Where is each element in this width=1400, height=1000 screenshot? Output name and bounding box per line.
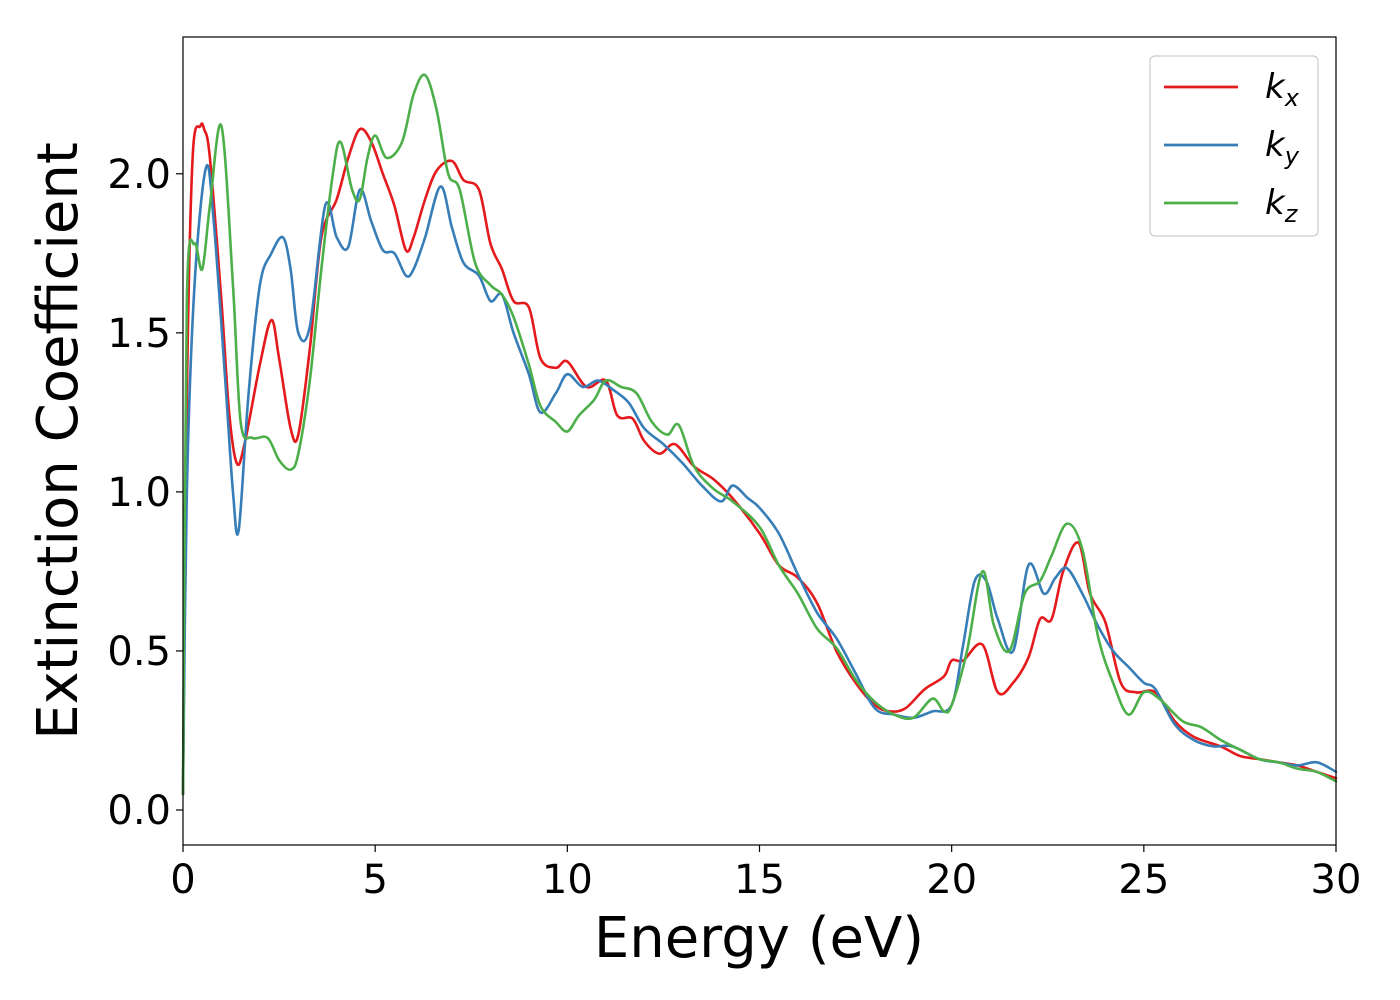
legend-label: kz: [1265, 183, 1299, 228]
x-tick-label: 30: [1311, 857, 1362, 903]
series-line-k-z: [181, 73, 1338, 796]
legend-entry-k-y: ky: [1164, 125, 1300, 170]
legend-label: ky: [1265, 125, 1300, 170]
x-axis-title: Energy (eV): [594, 906, 924, 971]
y-tick-label: 1.5: [107, 311, 171, 357]
y-tick-label: 0.0: [107, 788, 171, 834]
y-tick-label: 2.0: [107, 152, 171, 198]
y-tick-label: 1.0: [107, 470, 171, 516]
x-tick-label: 25: [1118, 857, 1169, 903]
legend: kx ky kz: [1149, 55, 1319, 237]
y-tick-label: 0.5: [107, 629, 171, 675]
series-line-k-y: [181, 164, 1338, 796]
x-tick-label: 10: [542, 857, 593, 903]
x-tick-label: 0: [170, 857, 195, 903]
x-tick-label: 15: [734, 857, 785, 903]
series-layer: [181, 73, 1338, 796]
y-axis-title: Extinction Coefficient: [26, 142, 91, 740]
ticks-layer: 0 5 10 15 20 25 30 0.0 0.5 1.0 1.5 2.0: [107, 152, 1361, 903]
legend-entry-k-z: kz: [1164, 183, 1299, 228]
x-tick-label: 5: [362, 857, 387, 903]
legend-label: kx: [1265, 67, 1300, 112]
x-tick-label: 20: [926, 857, 977, 903]
series-line-k-x: [181, 122, 1338, 796]
legend-entry-k-x: kx: [1164, 67, 1300, 112]
